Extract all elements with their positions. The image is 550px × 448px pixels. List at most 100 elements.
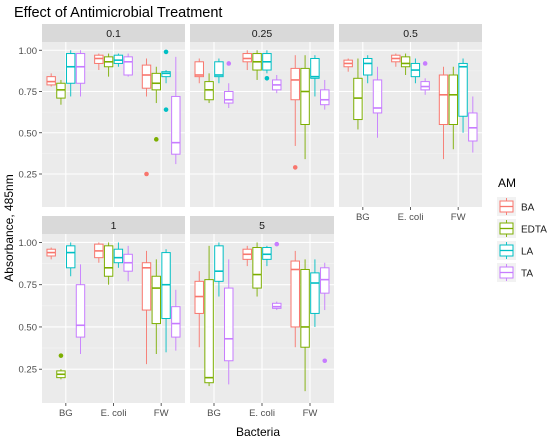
box-ba (46, 73, 56, 87)
box-la (214, 242, 224, 297)
facet-strip-label: 0.25 (252, 28, 273, 40)
box-la (113, 242, 124, 268)
box-body (353, 77, 363, 121)
legend-item-la: LA (497, 241, 534, 260)
box-ta (123, 53, 133, 77)
outlier-point (322, 358, 328, 364)
box-body (204, 81, 214, 101)
x-tick-label: E. coli (398, 212, 424, 223)
facet-strip (42, 216, 185, 234)
x-tick-label: FW (154, 408, 169, 419)
box-ta (123, 245, 133, 282)
legend-item-edta: EDTA (497, 219, 547, 238)
legend-title: AM (498, 176, 516, 190)
box-body (171, 306, 181, 338)
legend-label: BA (521, 203, 535, 214)
box-body (151, 275, 161, 325)
box-body (320, 89, 330, 106)
outlier-point (153, 137, 159, 142)
box-body (161, 71, 171, 78)
facet-panel: 0.1 (42, 24, 185, 207)
facet-strip (42, 24, 185, 42)
box-ba (290, 250, 300, 348)
box-body (214, 61, 224, 78)
box-body (458, 62, 468, 117)
box-body (141, 262, 152, 311)
box-edta (56, 79, 66, 105)
y-tick-label: 0.25 (19, 170, 38, 181)
box-ba (242, 245, 252, 267)
box-body (194, 280, 204, 314)
box-ta (224, 259, 234, 385)
box-body (272, 302, 282, 309)
box-body (46, 76, 56, 86)
x-axis-title: Bacteria (236, 425, 280, 439)
box-ba (438, 66, 449, 160)
outlier-point (274, 241, 280, 247)
box-body (204, 279, 214, 384)
box-body (310, 272, 320, 314)
box-body (194, 61, 204, 78)
box-body (56, 82, 66, 99)
y-axis-title: Absorbance, 485nm (2, 174, 16, 281)
box-edta (56, 353, 66, 380)
box-la (161, 49, 171, 112)
outlier-point (422, 61, 428, 66)
box-edta (252, 50, 262, 80)
box-body (103, 245, 114, 277)
box-body (141, 64, 152, 89)
box-body (300, 67, 310, 125)
box-edta (103, 242, 114, 285)
box-body (400, 56, 411, 68)
box-body (214, 245, 224, 282)
box-body (320, 267, 330, 294)
box-body (75, 284, 86, 338)
box-body (372, 79, 383, 114)
box-ba (343, 58, 353, 72)
box-edta (103, 53, 114, 77)
box-edta (151, 66, 161, 142)
box-edta (204, 245, 214, 387)
x-tick-label: BG (356, 212, 370, 223)
y-tick-label: 0.50 (19, 128, 38, 139)
box-body (94, 54, 104, 64)
x-tick-label: E. coli (249, 408, 275, 419)
box-edta (204, 73, 214, 104)
facet-strip-label: 5 (259, 220, 265, 232)
legend-item-ta: TA (497, 263, 533, 282)
outlier-point (292, 165, 298, 170)
box-body (262, 247, 272, 260)
box-la (113, 53, 124, 67)
box-ta (468, 96, 478, 153)
box-la (262, 50, 272, 81)
box-la (66, 50, 76, 97)
box-edta (300, 259, 310, 392)
y-axis-layer: 0.25 0.50 0.75 1.00 0.25 0.50 0.75 1.00 (19, 46, 42, 376)
box-body (290, 67, 300, 101)
x-tick-label: E. coli (101, 408, 127, 419)
box-ta (171, 56, 181, 165)
y-tick-label: 1.00 (19, 46, 38, 57)
box-body (123, 56, 133, 76)
box-la (214, 58, 224, 84)
facet-panel: 0.5 (339, 24, 482, 207)
box-edta (252, 242, 262, 297)
outlier-point (226, 61, 232, 66)
box-ta (75, 264, 86, 354)
box-body (242, 53, 252, 63)
box-la (310, 259, 320, 327)
box-body (113, 54, 124, 64)
facet-strip (190, 24, 334, 42)
x-axis-layer: BG E. coli FW BG E. coli FW BG E. coli FW (59, 207, 466, 419)
box-body (113, 248, 124, 264)
box-body (363, 58, 373, 76)
box-ba (94, 242, 104, 263)
y-tick-label: 0.75 (19, 280, 38, 291)
box-ta (320, 262, 330, 364)
box-la (410, 58, 421, 84)
facet-strip (190, 216, 334, 234)
box-body (66, 245, 76, 269)
box-ba (141, 250, 152, 365)
box-body (224, 91, 234, 104)
